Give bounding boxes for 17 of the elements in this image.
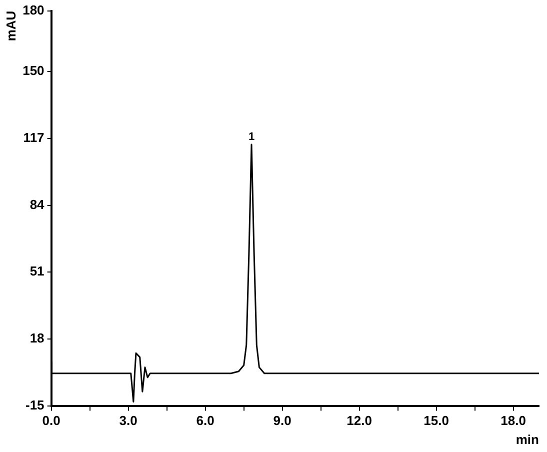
x-tick-label: 12.0 [346, 413, 372, 428]
x-tick-label: 18.0 [500, 413, 526, 428]
x-tick-label: 15.0 [424, 413, 449, 428]
y-tick-label: 117 [23, 130, 44, 145]
y-tick-label: 18 [30, 330, 44, 346]
y-tick-label: -15 [25, 397, 44, 412]
y-axis-title: mAU [3, 10, 18, 42]
y-tick-label: 150 [22, 63, 44, 78]
y-tick-label: 84 [30, 196, 46, 212]
y-tick-label: 180 [22, 2, 44, 18]
y-tick-label: 51 [30, 264, 44, 279]
x-tick-label: 6.0 [196, 413, 214, 428]
annotation: 1 [248, 131, 255, 144]
x-tick-label: 9.0 [273, 413, 292, 428]
x-axis-title: min [516, 432, 540, 447]
x-tick-label: 3.0 [119, 413, 138, 428]
x-tick-label: 0.0 [42, 413, 60, 428]
